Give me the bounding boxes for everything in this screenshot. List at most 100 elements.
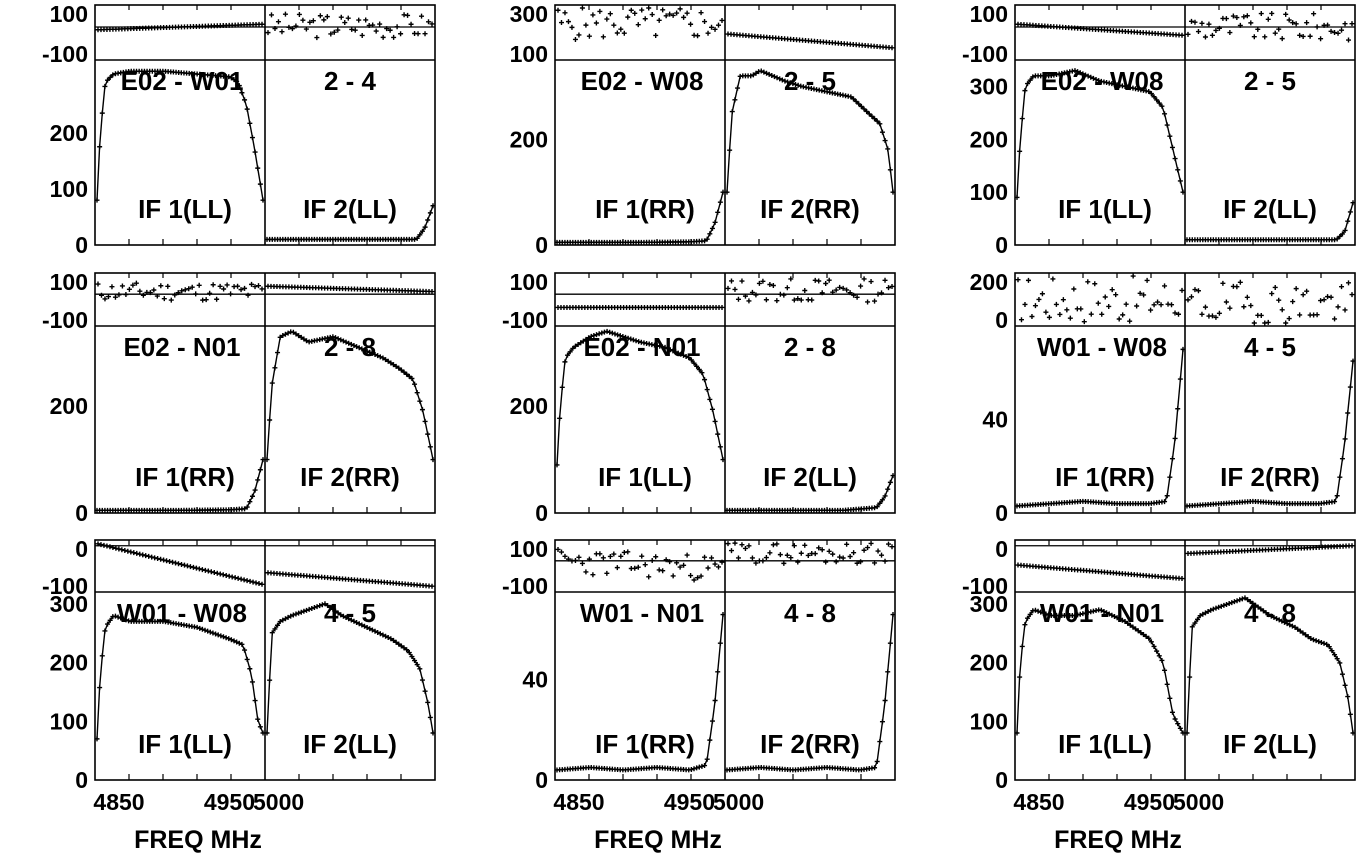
x-tick-label: 4850 [1013,789,1064,815]
left-phase-point [635,22,641,28]
right-phase-point [1269,10,1275,16]
amp-tick-label: 0 [535,500,548,526]
left-phase-point [709,24,715,30]
right-phase-point [1293,21,1299,27]
left-phase-point [1039,291,1045,297]
left-phase-point [646,574,652,580]
right-phase-point [788,276,794,282]
right-phase-point [1234,284,1240,290]
left-phase-point [101,542,107,548]
left-phase-point [632,565,638,571]
left-phase-point [147,290,153,296]
left-phase-point [208,569,214,575]
right-phase-point [1262,34,1268,40]
left-phase-point [113,545,119,551]
right-phase-point [1283,320,1289,326]
left-phase-point [565,556,571,562]
right-phase-point [844,541,850,547]
right-phase-point [725,541,731,547]
left-phase-point [146,553,152,559]
right-phase-point [1276,26,1282,32]
pair-label: 2 - 4 [324,66,377,96]
amp-tick-label: 0 [535,767,548,793]
amp-tick-label: 300 [50,591,88,617]
right-phase-point [1346,280,1352,286]
right-phase-point [774,541,780,547]
baseline-label: W01 - W08 [1037,332,1167,362]
left-phase-point [110,545,116,551]
right-phase-point [1332,30,1338,36]
right-phase-point [1216,25,1222,31]
right-phase-point [384,26,390,32]
right-phase-point [840,285,846,291]
right-phase-point [802,288,808,294]
right-phase-point [826,548,832,554]
left-phase-point [1078,306,1084,312]
right-phase-point [728,548,734,554]
left-phase-point [604,570,610,576]
right-phase-point [429,289,435,295]
left-phase-point [576,554,582,560]
right-phase-point [749,555,755,561]
left-phase-point [653,32,659,38]
right-phase-point [1188,294,1194,300]
left-phase-point [1015,277,1021,283]
left-phase-point [1151,302,1157,308]
right-if-label: IF 2(RR) [300,462,400,492]
right-phase-point [795,559,801,565]
left-phase-point [555,7,561,13]
left-phase-point [172,292,178,298]
x-axis-title: FREQ MHz [134,826,262,854]
right-phase-point [1258,11,1264,17]
right-phase-point [1325,22,1331,28]
right-phase-point [1321,297,1327,303]
right-phase-point [1335,304,1341,310]
left-phase-point [196,566,202,572]
left-phase-point [1123,301,1129,307]
left-phase-point [628,7,634,13]
left-phase-point [705,565,711,571]
right-phase-point [749,289,755,295]
right-phase-point [1220,280,1226,286]
left-phase-point [611,551,617,557]
left-phase-point [569,24,575,30]
left-phase-point [1050,276,1056,282]
left-phase-point [130,282,136,288]
right-phase-point [342,20,348,26]
right-phase-point [739,278,745,284]
right-phase-point [728,278,734,284]
right-phase-point [1251,34,1257,40]
left-phase-point [173,560,179,566]
left-phase-point [259,581,265,587]
left-phase-point [253,580,259,586]
amp-tick-label: 0 [75,767,88,793]
right-phase-point [1293,286,1299,292]
right-phase-point [886,285,892,291]
right-phase-point [1241,304,1247,310]
right-phase-point [1213,314,1219,320]
left-phase-point [702,19,708,25]
x-tick-label: 5000 [253,789,304,815]
right-phase-point [753,292,759,298]
right-phase-point [735,555,741,561]
left-phase-point [670,12,676,18]
left-phase-point [217,283,223,289]
right-phase-point [310,18,316,24]
right-phase-point [1237,279,1243,285]
left-phase-point [238,576,244,582]
right-amp-curve [266,331,434,460]
left-phase-point [228,291,234,297]
left-if-label: IF 1(LL) [138,194,232,224]
right-phase-point [1244,294,1250,300]
right-phase-point [833,559,839,565]
phase-tick-label: 0 [75,536,88,562]
right-phase-point [408,21,414,27]
left-phase-point [1137,290,1143,296]
left-phase-point [1022,301,1028,307]
left-phase-point [143,553,149,559]
phase-tick-label: -100 [502,307,548,333]
left-phase-point [149,554,155,560]
left-amp-curve [557,191,724,244]
left-phase-point [660,568,666,574]
